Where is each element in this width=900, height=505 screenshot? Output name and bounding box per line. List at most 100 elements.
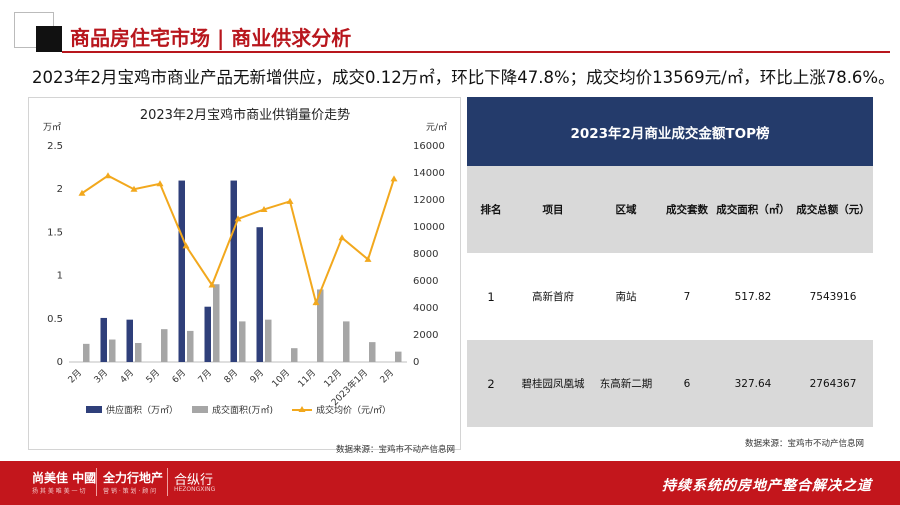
price-volume-chart: 2023年2月宝鸡市商业供销量价走势 万㎡ 元/㎡ 00.511.522.502… (43, 107, 447, 416)
price-point (104, 172, 112, 179)
chart-legend: 供应面积（万㎡） 成交面积(万㎡) 成交均价（元/㎡） (86, 404, 391, 416)
chart-title: 2023年2月宝鸡市商业供销量价走势 (140, 107, 350, 123)
cell-area: 东高新二期 (599, 378, 653, 390)
cell-project: 碧桂园凤凰城 (521, 378, 585, 390)
y-right-tick-label: 14000 (413, 168, 445, 179)
chart-price-line (78, 172, 398, 306)
price-point (286, 197, 294, 204)
bar-deal (187, 330, 194, 362)
y-right-tick-label: 12000 (413, 195, 445, 206)
table-row: 2 碧桂园凤凰城 东高新二期 6 327.64 2764367 (467, 340, 873, 427)
x-tick-label: 2月 (378, 367, 396, 385)
bar-supply (230, 180, 237, 362)
col-total: 成交总额（元） (796, 204, 870, 216)
bar-deal (161, 329, 168, 362)
chart-axes: 0 0.5 1 1.5 2 2.5 0 2000 4000 6000 8000 10000 12000 1… (47, 141, 445, 408)
y-left-unit: 万㎡ (43, 122, 61, 133)
cell-total: 7543916 (809, 290, 857, 303)
price-point (312, 299, 320, 306)
y-left-tick-label: 0.5 (47, 314, 63, 325)
bar-deal (317, 289, 324, 362)
bar-supply (126, 319, 133, 362)
col-project: 项目 (542, 204, 564, 216)
x-tick-label: 2月 (66, 367, 84, 385)
y-right-tick-label: 8000 (413, 249, 438, 260)
price-point (260, 205, 268, 212)
x-tick-label: 10月 (270, 367, 292, 389)
legend-price-marker (298, 406, 306, 412)
footer-logo-hezongxing-sub: HEZONGXING (174, 486, 216, 493)
bar-deal (135, 342, 142, 362)
cell-rank: 1 (487, 289, 495, 304)
price-point (234, 215, 242, 222)
x-tick-label: 12月 (322, 367, 344, 389)
x-tick-label: 9月 (248, 367, 266, 385)
col-size: 成交面积（㎡） (716, 204, 790, 216)
header-square-icon (36, 26, 62, 52)
y-left-tick-label: 2 (57, 184, 63, 195)
table-row: 1 高新首府 南站 7 517.82 7543916 (467, 253, 873, 340)
footer-slogan: 持续系统的房地产整合解决之道 (662, 478, 872, 494)
price-point (208, 281, 216, 288)
y-left-tick-label: 2.5 (47, 141, 63, 152)
legend-deal-swatch (192, 406, 208, 413)
y-right-tick-label: 0 (413, 357, 419, 368)
header-divider (62, 51, 890, 53)
x-tick-label: 4月 (118, 367, 136, 385)
price-point (390, 175, 398, 182)
page-title-sub: 商业供求分析 (231, 26, 352, 50)
cell-units: 6 (683, 377, 691, 390)
y-left-tick-label: 1.5 (47, 227, 63, 238)
x-tick-label: 5月 (144, 367, 162, 385)
y-right-tick-label: 16000 (413, 141, 445, 152)
bar-supply (256, 227, 263, 362)
table-column-header-row: 排名 项目 区域 成交套数 成交面积（㎡） 成交总额（元） (467, 166, 873, 253)
x-tick-label: 7月 (196, 367, 214, 385)
bar-deal (395, 351, 402, 362)
y-right-tick-label: 10000 (413, 222, 445, 233)
page-title-separator: | (216, 26, 225, 50)
footer-logo-quanlixing-sub: 营 销 · 策 划 · 顾 问 (103, 488, 157, 495)
bar-deal (83, 343, 90, 362)
bar-deal (369, 342, 376, 362)
footer-separator (167, 468, 168, 496)
legend-supply-swatch (86, 406, 102, 413)
y-right-tick-label: 2000 (413, 330, 438, 341)
price-point (156, 180, 164, 187)
summary-headline: 2023年2月宝鸡市商业产品无新增供应，成交0.12万㎡，环比下降47.8%；成… (32, 68, 895, 87)
cell-area: 南站 (615, 291, 637, 303)
footer-separator (96, 468, 97, 496)
col-rank: 排名 (480, 204, 502, 216)
page-title-main: 商品房住宅市场 (70, 26, 210, 50)
price-point (130, 185, 138, 192)
price-point (182, 242, 190, 249)
x-tick-label: 8月 (222, 367, 240, 385)
price-point (338, 234, 346, 241)
bar-deal (291, 348, 298, 362)
y-right-tick-label: 4000 (413, 303, 438, 314)
table-title: 2023年2月商业成交金额TOP榜 (467, 97, 873, 166)
chart-bars (83, 180, 402, 362)
col-area: 区域 (615, 204, 637, 216)
col-units: 成交套数 (666, 204, 708, 216)
cell-project: 高新首府 (532, 291, 574, 303)
cell-total: 2764367 (809, 377, 857, 390)
x-tick-label: 3月 (92, 367, 110, 385)
price-line-path (81, 174, 395, 306)
chart-panel: 2023年2月宝鸡市商业供销量价走势 万㎡ 元/㎡ 0 0.5 1 1.5 2 2.5 0 2… (28, 97, 461, 450)
legend-price-label: 成交均价（元/㎡） (316, 404, 391, 416)
legend-supply-label: 供应面积（万㎡） (106, 404, 178, 416)
footer-bar (0, 461, 900, 505)
chart-source: 数据来源：宝鸡市不动产信息网 (336, 445, 456, 455)
cell-size: 517.82 (734, 290, 772, 303)
bar-supply (204, 306, 211, 362)
footer-logo-quanlixing: 全力行地产 (103, 471, 164, 485)
bar-deal (239, 321, 246, 362)
bar-deal (213, 284, 220, 362)
footer-logo-hezongxing: 合纵行 (174, 473, 214, 488)
y-left-tick-label: 1 (57, 271, 63, 282)
bar-supply (178, 180, 185, 362)
y-right-tick-label: 6000 (413, 276, 438, 287)
y-right-unit: 元/㎡ (426, 122, 447, 133)
price-point (364, 255, 372, 262)
